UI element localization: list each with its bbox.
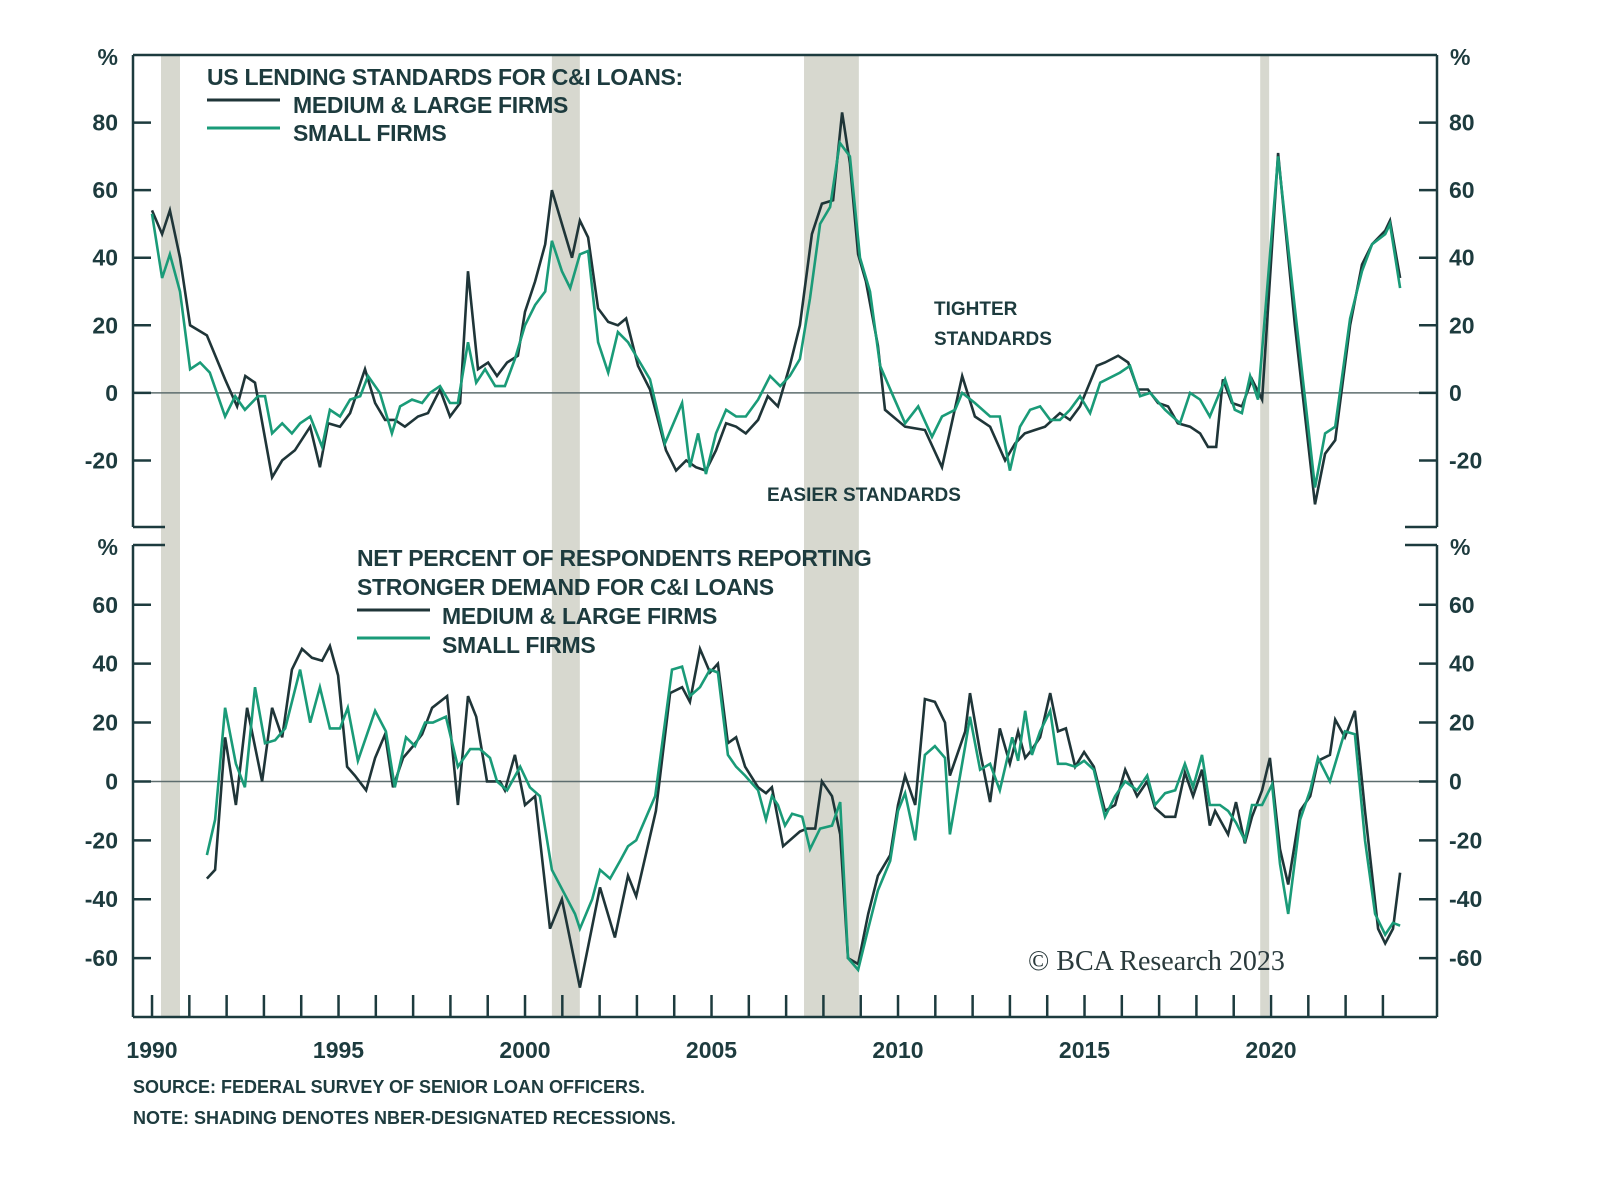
x-tick-label: 1990 <box>126 1037 177 1063</box>
y-unit-label-left: % <box>98 44 118 70</box>
source-note: SOURCE: FEDERAL SURVEY OF SENIOR LOAN OF… <box>133 1077 645 1097</box>
top-legend-medium-large: MEDIUM & LARGE FIRMS <box>293 92 568 118</box>
y-tick-label-left: 40 <box>92 245 118 271</box>
y-tick-label-left: 0 <box>105 380 118 406</box>
series-line-small-firms <box>205 664 1401 973</box>
recession-band <box>160 55 180 1017</box>
y-tick-label-right: -60 <box>1449 945 1482 971</box>
y-tick-label-right: 0 <box>1449 768 1462 794</box>
y-tick-label-right: 80 <box>1449 110 1475 136</box>
y-tick-label-right: 60 <box>1449 592 1475 618</box>
y-tick-label-right: -40 <box>1449 886 1482 912</box>
y-tick-label-left: 60 <box>92 177 118 203</box>
series-lines <box>150 112 1402 988</box>
y-tick-label-right: -20 <box>1449 447 1482 473</box>
recession-band <box>551 55 580 1017</box>
recession-band <box>1260 55 1270 1017</box>
top-legend-small: SMALL FIRMS <box>293 120 446 146</box>
y-unit-label-left: % <box>98 534 118 560</box>
y-unit-label-right: % <box>1450 534 1470 560</box>
x-tick-label: 2015 <box>1059 1037 1110 1063</box>
shading-note: NOTE: SHADING DENOTES NBER-DESIGNATED RE… <box>133 1108 676 1128</box>
recession-band <box>804 55 859 1017</box>
axes-frame <box>131 53 1439 1019</box>
y-tick-label-left: 20 <box>92 710 118 736</box>
y-tick-label-left: 40 <box>92 651 118 677</box>
y-tick-label-left: 80 <box>92 110 118 136</box>
annotation-easier-standards: EASIER STANDARDS <box>767 485 961 506</box>
annotation-standards: STANDARDS <box>934 329 1052 350</box>
y-tick-label-right: 0 <box>1449 380 1462 406</box>
top-panel-title: US LENDING STANDARDS FOR C&I LOANS: <box>207 64 683 90</box>
y-tick-label-left: -40 <box>85 886 118 912</box>
bottom-legend-small: SMALL FIRMS <box>442 632 595 658</box>
bottom-legend-medium-large: MEDIUM & LARGE FIRMS <box>442 603 717 629</box>
x-tick-label: 1995 <box>313 1037 364 1063</box>
bottom-panel-title-line1: NET PERCENT OF RESPONDENTS REPORTING <box>357 545 871 571</box>
series-line-medium-large-firms <box>150 112 1402 505</box>
y-tick-label-left: 20 <box>92 312 118 338</box>
y-tick-label-right: 40 <box>1449 245 1475 271</box>
y-tick-label-right: 60 <box>1449 177 1475 203</box>
y-tick-label-left: 0 <box>105 768 118 794</box>
bca-watermark: © BCA Research 2023 <box>1028 946 1285 977</box>
bottom-panel-title-line2: STRONGER DEMAND FOR C&I LOANS <box>357 574 774 600</box>
y-tick-label-left: -20 <box>85 447 118 473</box>
x-tick-label: 2005 <box>686 1037 737 1063</box>
recession-shading <box>160 55 1270 1017</box>
y-tick-label-left: -60 <box>85 945 118 971</box>
x-tick-label: 2010 <box>872 1037 923 1063</box>
y-tick-label-right: 20 <box>1449 312 1475 338</box>
x-tick-label: 2020 <box>1245 1037 1296 1063</box>
y-tick-label-left: 60 <box>92 592 118 618</box>
y-tick-label-left: -20 <box>85 827 118 853</box>
series-line-small-firms <box>150 139 1402 488</box>
y-tick-label-right: 20 <box>1449 710 1475 736</box>
y-tick-label-right: 40 <box>1449 651 1475 677</box>
y-tick-label-right: -20 <box>1449 827 1482 853</box>
annotation-tighter: TIGHTER <box>934 299 1018 320</box>
x-tick-label: 2000 <box>499 1037 550 1063</box>
y-unit-label-right: % <box>1450 44 1470 70</box>
